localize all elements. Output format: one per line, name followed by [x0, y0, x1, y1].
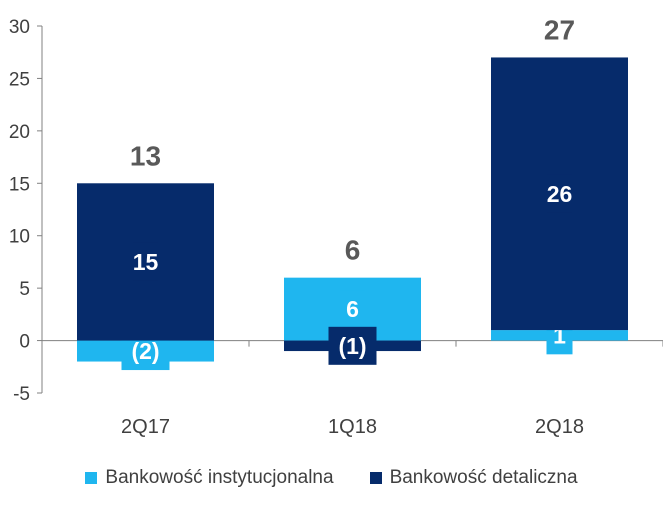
x-tick-label-2Q18: 2Q18 [535, 416, 584, 438]
legend-item-retail: Bankowość detaliczna [369, 467, 578, 489]
x-tick-label-1Q18: 1Q18 [328, 416, 377, 438]
data-label-retail-2Q17: 15 [133, 249, 159, 275]
label-badge-institutional-1Q18 [339, 290, 366, 329]
legend: Bankowość instytucjonalna Bankowość deta… [0, 460, 663, 496]
total-label-2Q17: 13 [130, 140, 161, 171]
y-tick-label-3: 15 [9, 174, 30, 195]
data-label-retail-2Q18: 26 [547, 181, 573, 207]
total-label-1Q18: 6 [345, 235, 361, 266]
label-badge-retail-2Q17 [132, 242, 159, 281]
chart: 302520151050-5(2)15132Q176(1)61Q18126272… [9, 14, 663, 438]
legend-label-institutional: Bankowość instytucjonalna [105, 467, 334, 488]
legend-swatch-institutional [85, 472, 98, 484]
data-label-institutional-2Q17: (2) [131, 338, 159, 364]
y-tick-label-6: 0 [19, 332, 30, 353]
data-label-institutional-1Q18: 6 [346, 296, 359, 322]
x-tick-label-2Q17: 2Q17 [121, 416, 170, 438]
label-badge-retail-2Q18 [546, 174, 573, 213]
legend-swatch-retail [369, 472, 382, 484]
data-label-retail-1Q18: (1) [338, 333, 366, 359]
y-tick-label-2: 20 [9, 122, 30, 143]
total-label-2Q18: 27 [544, 14, 575, 45]
legend-label-retail: Bankowość detaliczna [389, 467, 578, 488]
y-tick-label-1: 25 [9, 69, 30, 90]
legend-item-institutional: Bankowość instytucjonalna [85, 467, 334, 489]
y-tick-label-0: 30 [9, 17, 30, 38]
y-tick-label-4: 10 [9, 227, 30, 248]
y-tick-label-7: -5 [13, 384, 30, 405]
y-tick-label-5: 5 [19, 279, 30, 300]
label-badge-retail-1Q18 [328, 326, 377, 365]
